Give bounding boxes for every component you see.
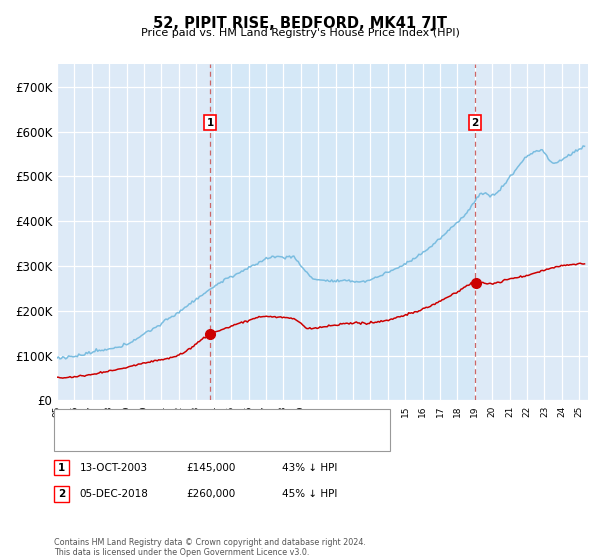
Text: 1: 1: [206, 118, 214, 128]
Text: ———: ———: [61, 416, 95, 426]
Bar: [210, 64, 475, 400]
Text: 45% ↓ HPI: 45% ↓ HPI: [282, 489, 337, 499]
Text: £145,000: £145,000: [186, 463, 235, 473]
Text: 2: 2: [58, 489, 65, 499]
Text: 13-OCT-2003: 13-OCT-2003: [80, 463, 148, 473]
Text: HPI: Average price, detached house, Bedford: HPI: Average price, detached house, Bedf…: [100, 435, 324, 445]
Text: 43% ↓ HPI: 43% ↓ HPI: [282, 463, 337, 473]
Text: 52, PIPIT RISE, BEDFORD, MK41 7JT: 52, PIPIT RISE, BEDFORD, MK41 7JT: [153, 16, 447, 31]
Text: ———: ———: [61, 435, 95, 445]
Text: 52, PIPIT RISE, BEDFORD, MK41 7JT (detached house): 52, PIPIT RISE, BEDFORD, MK41 7JT (detac…: [100, 416, 367, 426]
Text: Price paid vs. HM Land Registry's House Price Index (HPI): Price paid vs. HM Land Registry's House …: [140, 28, 460, 38]
Text: 1: 1: [58, 463, 65, 473]
Text: 05-DEC-2018: 05-DEC-2018: [80, 489, 149, 499]
Text: Contains HM Land Registry data © Crown copyright and database right 2024.
This d: Contains HM Land Registry data © Crown c…: [54, 538, 366, 557]
Text: 2: 2: [471, 118, 478, 128]
Text: £260,000: £260,000: [186, 489, 235, 499]
